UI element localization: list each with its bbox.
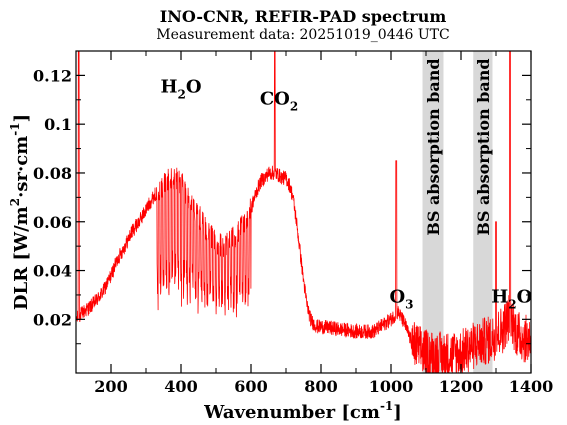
annotation-0: H2O — [160, 76, 201, 101]
y-axis-label-c: ] — [11, 114, 32, 123]
annotation-text: H — [160, 76, 177, 97]
annotation-subscript: 3 — [405, 297, 413, 311]
annotation-3: H2O — [491, 286, 532, 311]
y-tick-label-3: 0.08 — [33, 164, 72, 183]
y-tick-label-5: 0.12 — [33, 66, 72, 85]
chart-title: INO-CNR, REFIR-PAD spectrum — [160, 7, 447, 26]
x-tick-label-1: 400 — [164, 377, 197, 396]
annotation-text: CO — [260, 89, 290, 110]
spectrum-line — [75, 50, 532, 374]
x-axis-label-end: ] — [393, 402, 402, 423]
y-axis-label-b: ·sr·cm — [11, 136, 32, 198]
y-tick-label-4: 0.1 — [44, 115, 72, 134]
annotation-tail: O — [517, 286, 533, 307]
y-tick-label-1: 0.04 — [33, 262, 72, 281]
chart-subtitle: Measurement data: 20251019_0446 UTC — [156, 27, 449, 43]
x-axis-label: Wavenumber [cm-1] — [203, 399, 402, 423]
x-tick-label-4: 1000 — [369, 377, 414, 396]
x-tick-label-6: 1400 — [509, 377, 554, 396]
band-labels: BS absorption band BS absorption band — [424, 58, 493, 235]
annotation-subscript: 2 — [177, 87, 185, 101]
annotation-subscript: 2 — [508, 297, 516, 311]
band-label-1: BS absorption band — [474, 58, 493, 235]
x-tick-label-2: 600 — [234, 377, 267, 396]
y-tick-label-0: 0.02 — [33, 310, 72, 329]
annotation-tail: O — [186, 76, 202, 97]
y-tick-label-2: 0.06 — [33, 213, 72, 232]
absorption-band-0 — [422, 51, 444, 373]
x-tick-label-0: 200 — [94, 377, 127, 396]
y-axis-label-a: DLR [W/m — [11, 206, 32, 310]
y-axis-label: DLR [W/m2·sr·cm-1] — [8, 114, 32, 310]
x-axis-label-sup: -1 — [380, 399, 393, 413]
annotation-2: O3 — [389, 286, 413, 311]
axis-ticks: 200 400 600 800 1000 1200 1400 0.02 0.04 0.06 0.08… — [33, 51, 553, 396]
band-label-0: BS absorption band — [424, 58, 443, 235]
annotation-1: CO2 — [260, 89, 298, 114]
x-tick-label-5: 1200 — [439, 377, 484, 396]
absorption-band-1 — [473, 51, 493, 373]
y-axis-label-sup2: -1 — [8, 122, 22, 135]
annotation-text: O — [389, 286, 405, 307]
absorption-bands — [422, 51, 493, 373]
x-axis-label-main: Wavenumber [cm — [203, 402, 380, 423]
x-tick-label-3: 800 — [304, 377, 337, 396]
plot-frame — [75, 50, 532, 374]
y-axis-label-sup: 2 — [8, 198, 22, 206]
spectrum-series — [75, 50, 532, 374]
annotation-subscript: 2 — [290, 100, 298, 114]
annotation-text: H — [491, 286, 508, 307]
